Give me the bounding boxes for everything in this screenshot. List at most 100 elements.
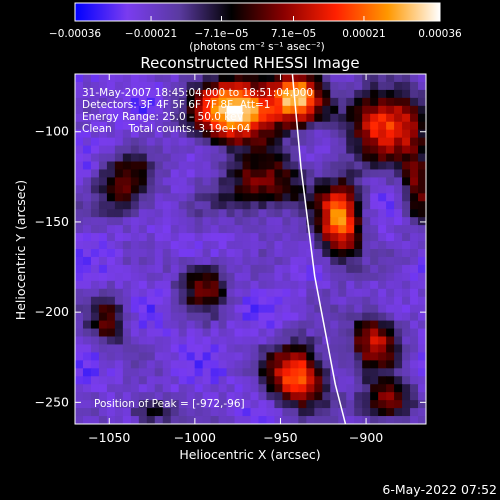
heatmap-cell [82, 400, 92, 409]
heatmap-cell [274, 225, 284, 234]
heatmap-cell [354, 360, 363, 369]
heatmap-cell [290, 328, 299, 338]
heatmap-cell [194, 344, 204, 353]
heatmap-cell [266, 360, 276, 369]
heatmap-cell [210, 264, 220, 274]
heatmap-cell [410, 193, 419, 202]
heatmap-cell [178, 249, 188, 258]
heatmap-cell [122, 288, 132, 298]
heatmap-cell [394, 209, 403, 218]
heatmap-cell [274, 256, 284, 266]
heatmap-cell [322, 185, 331, 194]
heatmap-cell [210, 384, 220, 393]
heatmap-cell [146, 360, 156, 369]
heatmap-cell [402, 256, 411, 266]
heatmap-cell [330, 241, 339, 250]
heatmap-cell [106, 185, 116, 194]
heatmap-cell [186, 81, 196, 91]
heatmap-cell [138, 304, 148, 314]
heatmap-cell [154, 360, 164, 369]
heatmap-cell [106, 161, 116, 171]
heatmap-cell [410, 336, 419, 346]
heatmap-cell [146, 344, 156, 353]
heatmap-cell [138, 320, 148, 330]
heatmap-cell [226, 233, 236, 242]
heatmap-cell [330, 392, 339, 401]
heatmap-cell [114, 177, 124, 186]
heatmap-cell [226, 201, 236, 210]
heatmap-cell [106, 209, 116, 218]
heatmap-cell [410, 121, 419, 131]
heatmap-cell [178, 416, 188, 424]
heatmap-cell [226, 209, 236, 218]
heatmap-cell [354, 241, 363, 250]
heatmap-cell [138, 264, 148, 274]
heatmap-cell [146, 201, 156, 210]
heatmap-cell [250, 233, 260, 242]
heatmap-cell [330, 145, 339, 155]
heatmap-cell [234, 272, 244, 282]
heatmap-cell [75, 129, 84, 139]
heatmap-cell [138, 296, 148, 306]
heatmap-cell [202, 272, 212, 282]
heatmap-cell [90, 209, 100, 218]
heatmap-cell [186, 272, 196, 282]
heatmap-cell [378, 408, 387, 417]
heatmap-cell [394, 312, 403, 322]
heatmap-cell [114, 225, 124, 234]
heatmap-cell [314, 256, 323, 266]
heatmap-cell [226, 137, 236, 147]
heatmap-cell [362, 121, 371, 131]
heatmap-cell [75, 105, 84, 115]
heatmap-cell [322, 145, 331, 155]
heatmap-cell [378, 81, 387, 91]
heatmap-cell [314, 81, 323, 91]
heatmap-cell [75, 352, 84, 361]
heatmap-cell [378, 233, 387, 242]
heatmap-cell [354, 336, 363, 346]
heatmap-cell [402, 288, 411, 298]
heatmap-cell [266, 296, 276, 306]
heatmap-cell [218, 153, 228, 163]
heatmap-cell [394, 336, 403, 346]
heatmap-cell [242, 145, 252, 155]
heatmap-cell [418, 137, 426, 147]
heatmap-cell [402, 376, 411, 385]
heatmap-cell [130, 74, 140, 83]
heatmap-cell [314, 225, 323, 234]
heatmap-cell [290, 177, 299, 186]
heatmap-cell [402, 193, 411, 202]
heatmap-cell [250, 217, 260, 226]
heatmap-cell [138, 145, 148, 155]
heatmap-cell [314, 97, 323, 107]
heatmap-cell [162, 384, 172, 393]
heatmap-cell [386, 328, 395, 338]
heatmap-cell [194, 137, 204, 147]
heatmap-cell [290, 288, 299, 298]
heatmap-cell [130, 304, 140, 314]
heatmap-cell [234, 177, 244, 186]
heatmap-cell [370, 161, 379, 171]
heatmap-cell [338, 249, 347, 258]
heatmap-cell [306, 81, 315, 91]
heatmap-cell [394, 280, 403, 290]
heatmap-cell [202, 225, 212, 234]
heatmap-cell [394, 74, 403, 83]
heatmap-cell [202, 185, 212, 194]
heatmap-cell [250, 225, 260, 234]
heatmap-cell [98, 352, 108, 361]
heatmap-cell [202, 360, 212, 369]
heatmap-cell [362, 169, 371, 178]
heatmap-cell [234, 169, 244, 178]
heatmap-cell [98, 217, 108, 226]
heatmap-cell [114, 328, 124, 338]
heatmap-cell [114, 400, 124, 409]
heatmap-cell [146, 97, 156, 107]
heatmap-cell [210, 193, 220, 202]
heatmap-cell [314, 344, 323, 353]
heatmap-cell [394, 304, 403, 314]
heatmap-cell [314, 121, 323, 131]
heatmap-cell [266, 288, 276, 298]
heatmap-cell [266, 121, 276, 131]
heatmap-cell [242, 177, 252, 186]
